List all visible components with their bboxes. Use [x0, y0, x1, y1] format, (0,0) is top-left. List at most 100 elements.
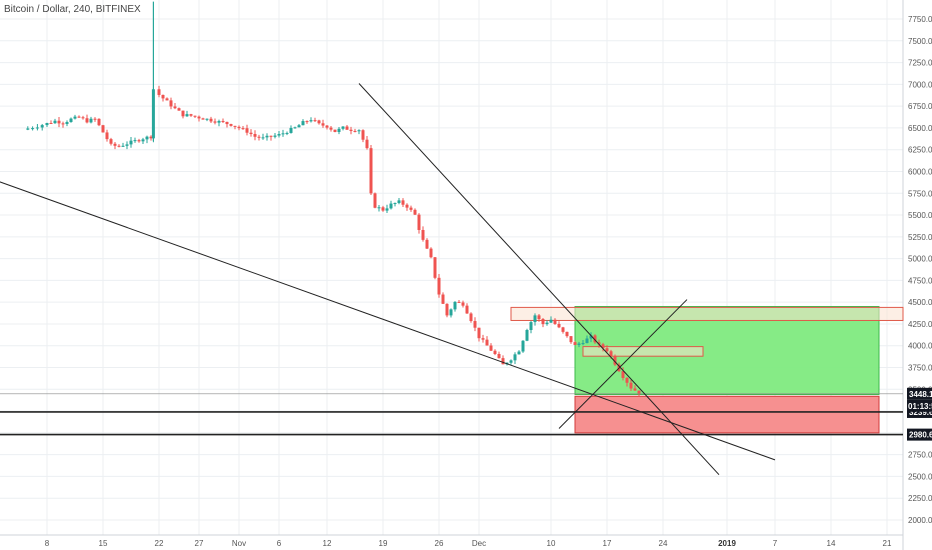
candle-body: [353, 130, 357, 132]
level-badge-label: 3239.6: [909, 408, 932, 417]
candle-body: [577, 343, 581, 345]
candle-body: [85, 118, 89, 123]
candle-body: [573, 342, 577, 345]
candle-body: [625, 377, 629, 383]
candle-body: [541, 319, 545, 325]
x-tick-label: 8: [45, 539, 50, 548]
candle-body: [561, 327, 565, 332]
candle-body: [629, 382, 633, 389]
candle-body: [77, 116, 81, 118]
y-tick-label: 4000.0: [908, 342, 932, 351]
candle-body: [441, 294, 445, 304]
candle-body: [365, 139, 369, 149]
x-tick-label: 17: [603, 539, 612, 548]
candle-body: [309, 120, 313, 122]
y-tick-label: 4500.0: [908, 298, 932, 307]
y-tick-label: 3750.0: [908, 364, 932, 373]
candle-body: [233, 125, 237, 127]
candle-body: [333, 129, 337, 132]
candle-body: [449, 309, 453, 316]
candle-body: [133, 140, 137, 142]
candle-body: [237, 126, 241, 129]
time-axis[interactable]: 8 15 22 27 Nov 6 12 19 26 Dec 10 17 24 2019 7 14 21: [45, 539, 892, 548]
candle-body: [53, 120, 57, 124]
candle-body: [425, 239, 429, 249]
candle-body: [597, 342, 601, 345]
candle-body: [57, 120, 61, 124]
candle-body: [385, 208, 389, 211]
x-tick-label: 21: [883, 539, 892, 548]
candle-body: [517, 351, 521, 355]
resistance-box: [582, 346, 704, 357]
candle-body: [601, 344, 605, 349]
candle-body: [165, 98, 169, 101]
candle-body: [129, 140, 133, 145]
candle-body: [437, 277, 441, 295]
candle-body: [169, 100, 173, 107]
trendline: [558, 299, 688, 429]
y-tick-label: 7750.0: [908, 15, 932, 24]
candle-body: [73, 116, 77, 119]
candle-body: [317, 120, 321, 124]
resistance-box: [510, 306, 904, 321]
y-tick-label: 5750.0: [908, 189, 932, 198]
candle-body: [341, 126, 345, 129]
candle-body: [161, 94, 165, 99]
horizontal-levels: [0, 393, 903, 436]
risk-reward-zones: [510, 306, 904, 434]
candle-body: [465, 305, 469, 314]
candle-body: [537, 315, 541, 320]
candle-body: [109, 139, 113, 144]
candle-body: [553, 319, 557, 324]
candle-body: [321, 123, 325, 126]
candle-body: [381, 207, 385, 211]
candle-body: [565, 331, 569, 337]
candle-body: [637, 390, 641, 395]
candle-body: [481, 338, 485, 340]
candle-body: [217, 120, 221, 123]
candle-body: [421, 229, 425, 240]
trendlines: [0, 83, 776, 476]
x-tick-label: 26: [435, 539, 444, 548]
candle-body: [81, 117, 85, 119]
candle-body: [157, 89, 161, 95]
candle-body: [557, 323, 561, 328]
price-badges: 3239.6 2980.6 3448.1 01:13:57: [907, 387, 932, 441]
x-tick-label: 24: [659, 539, 668, 548]
current-price-label: 3448.1: [909, 390, 932, 399]
y-tick-label: 4750.0: [908, 276, 932, 285]
candle-body: [469, 313, 473, 322]
candle-body: [393, 202, 397, 204]
candle-body: [249, 132, 253, 135]
candle-body: [65, 122, 69, 125]
candle-body: [105, 132, 109, 140]
candle-body: [397, 200, 401, 203]
candle-body: [533, 315, 537, 323]
candle-body: [213, 121, 217, 123]
y-tick-label: 7500.0: [908, 37, 932, 46]
candle-body: [621, 371, 625, 378]
candle-body: [145, 136, 149, 140]
y-tick-label: 2250.0: [908, 494, 932, 503]
candle-body: [389, 203, 393, 209]
y-tick-label: 6250.0: [908, 146, 932, 155]
candle-body: [329, 127, 333, 130]
candle-body: [569, 336, 573, 343]
candle-body: [497, 353, 501, 359]
y-tick-label: 5500.0: [908, 211, 932, 220]
candle-body: [301, 121, 305, 126]
candle-body: [369, 148, 373, 194]
candle-body: [429, 248, 433, 258]
candle-body: [277, 134, 281, 136]
candle-body: [197, 116, 201, 119]
candle-body: [521, 340, 525, 352]
candle-body: [337, 128, 341, 132]
trendline: [358, 83, 720, 476]
candle-body: [477, 327, 481, 339]
x-tick-label: Nov: [232, 539, 246, 548]
candle-body: [261, 137, 265, 139]
candle-body: [97, 118, 101, 126]
candle-body: [205, 118, 209, 120]
y-tick-label: 6750.0: [908, 102, 932, 111]
